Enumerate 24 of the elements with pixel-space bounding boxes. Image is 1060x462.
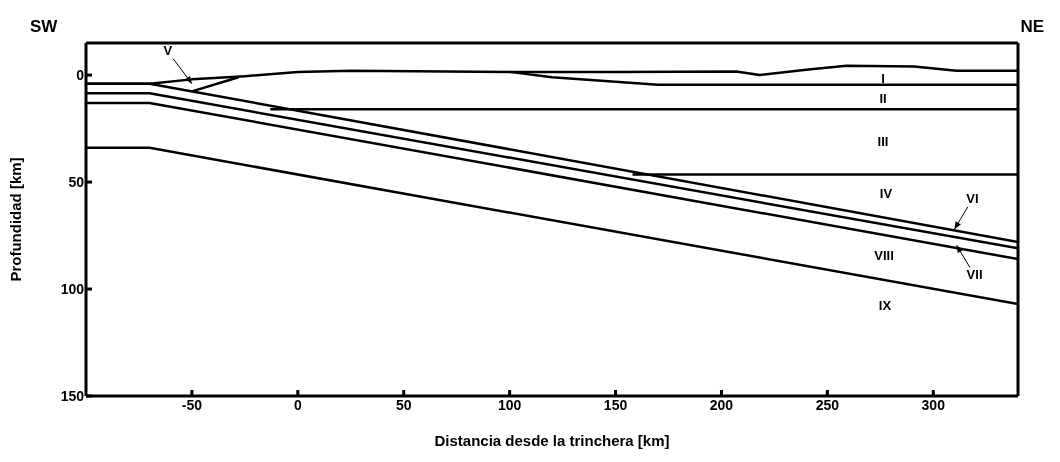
annotation: VIII <box>874 248 894 264</box>
x-tick-label: 100 <box>497 396 522 413</box>
annotation: I <box>881 71 885 87</box>
x-axis-title: Distancia desde la trinchera [km] <box>434 432 670 449</box>
x-tick-label: -50 <box>181 396 203 413</box>
annotation: VII <box>966 266 983 282</box>
annotation: II <box>879 91 887 107</box>
annotation: IV <box>879 186 893 202</box>
x-tick-label: 200 <box>709 396 734 413</box>
y-axis-title: Profundidad [km] <box>7 157 25 282</box>
annotation: V <box>163 43 173 59</box>
annotation: III <box>877 134 889 150</box>
x-tick-label: 50 <box>395 396 412 413</box>
text: NE <box>1020 17 1044 37</box>
y-tick-label: 50 <box>68 174 85 191</box>
y-tick-label: 100 <box>60 281 85 297</box>
x-tick-label: 300 <box>921 396 946 413</box>
x-tick-label: 150 <box>603 396 628 413</box>
annotation: VI <box>966 190 979 206</box>
y-tick-label: 0 <box>76 67 85 84</box>
x-tick-label: 0 <box>293 396 302 413</box>
text: SW <box>30 17 59 37</box>
x-tick-label: 250 <box>815 396 840 413</box>
annotation: IX <box>878 298 892 314</box>
